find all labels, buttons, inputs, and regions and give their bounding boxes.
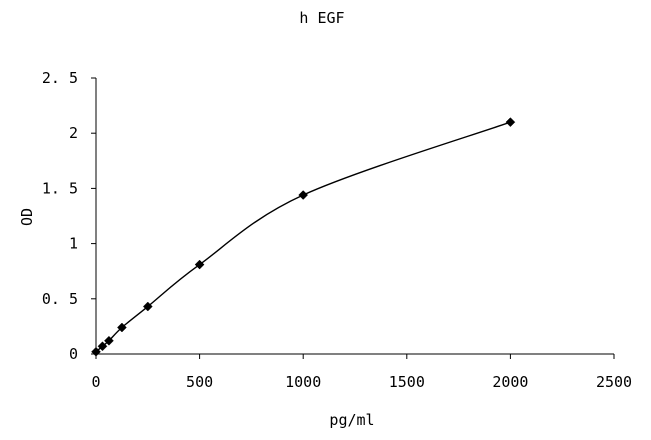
y-axis-label: OD — [18, 208, 36, 226]
data-point — [505, 117, 516, 128]
data-point — [194, 259, 205, 270]
x-tick-label: 500 — [186, 373, 213, 391]
series-line — [95, 121, 511, 353]
axes — [95, 78, 614, 355]
data-point — [298, 190, 309, 200]
y-tick-label: 1. 5 — [42, 179, 78, 197]
x-axis-label: pg/ml — [329, 411, 374, 429]
y-tick-label: 1 — [69, 235, 78, 253]
x-tick-label: 1000 — [285, 373, 321, 391]
data-point — [117, 322, 127, 333]
x-tick-label: 1500 — [389, 373, 425, 391]
data-point — [142, 301, 153, 312]
markers — [91, 117, 516, 357]
y-tick-label: 0. 5 — [42, 290, 78, 308]
data-point — [91, 346, 101, 357]
y-tick-label: 2 — [69, 124, 78, 142]
y-tick-label: 2. 5 — [42, 69, 78, 87]
data-point — [97, 341, 108, 352]
x-tick-label: 2000 — [492, 373, 528, 391]
chart-title: h EGF — [299, 9, 344, 27]
x-tick-label: 0 — [91, 373, 100, 391]
ticks: 0 0. 5 1 1. 5 2 2. 5 0 500 1000 1500 2000 2500 — [42, 69, 632, 391]
series — [95, 121, 511, 353]
x-tick-label: 2500 — [596, 373, 632, 391]
y-tick-label: 0 — [69, 345, 78, 363]
data-point — [104, 335, 114, 346]
